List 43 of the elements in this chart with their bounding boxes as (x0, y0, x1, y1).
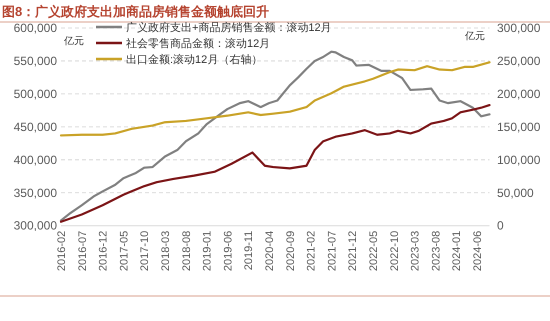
legend-label: 社会零售商品金额：滚动12月 (126, 37, 270, 50)
y2-tick-label: 150,000 (497, 120, 541, 134)
x-tick-label: 2021-12 (347, 230, 360, 272)
y2-tick-label: 50,000 (497, 186, 534, 200)
x-tick-label: 2016-07 (76, 230, 89, 272)
x-tick-label: 2021-02 (306, 230, 318, 272)
y-tick-label: 500,000 (14, 86, 58, 101)
y-tick-label: 600,000 (14, 21, 58, 35)
x-tick-label: 2016-12 (98, 230, 110, 272)
line-series (60, 50, 491, 222)
y-axis-title: 亿元 (63, 36, 84, 47)
legend-label: 出口金额:滚动12月（右轴） (126, 53, 262, 66)
legend-label: 广义政府支出+商品房销售金额：滚动12月 (126, 21, 332, 34)
x-tick-label: 2023-08 (430, 230, 442, 272)
x-tick-label: 2023-03 (410, 230, 422, 272)
y-tick-label: 400,000 (14, 152, 58, 167)
y-tick-label: 300,000 (14, 218, 58, 233)
x-tick-label: 2019-11 (243, 230, 256, 270)
x-tick-label: 2016-02 (56, 230, 68, 272)
y2-tick-label: 100,000 (497, 152, 541, 167)
y-tick-label: 550,000 (14, 54, 58, 68)
y-tick-label: 450,000 (14, 120, 58, 134)
y-tick-label: 350,000 (14, 186, 58, 200)
y2-tick-label: 250,000 (497, 54, 541, 68)
x-tick-label: 2019-06 (222, 230, 234, 272)
x-tick-label: 2024-01 (451, 230, 464, 272)
y2-tick-label: 300,000 (497, 21, 541, 35)
y2-tick-label: 200,000 (497, 86, 541, 101)
x-tick-label: 2021-07 (326, 230, 338, 272)
y2-axis-title: 亿元 (464, 31, 485, 42)
x-tick-label: 2018-03 (160, 230, 172, 272)
line-series (60, 104, 491, 223)
x-tick-label: 2022-10 (388, 230, 401, 272)
y2-tick-label: 0 (497, 218, 504, 233)
x-tick-label: 2022-05 (368, 230, 380, 272)
x-tick-label: 2020-09 (284, 230, 297, 272)
x-tick-label: 2018-08 (180, 230, 193, 272)
x-tick-label: 2017-10 (139, 230, 152, 272)
x-tick-label: 2019-01 (202, 230, 214, 272)
x-tick-label: 2024-06 (472, 230, 484, 272)
chart-title: 图8：广义政府支出加商品房销售金额触底回升 (2, 4, 270, 19)
x-tick-label: 2017-05 (118, 230, 130, 272)
x-tick-label: 2020-04 (264, 230, 276, 272)
